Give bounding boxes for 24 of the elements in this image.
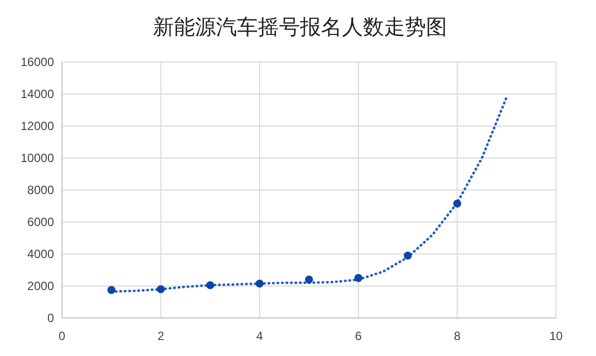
- point: [256, 280, 264, 288]
- point: [305, 276, 313, 284]
- y-tick-label: 12000: [20, 119, 54, 133]
- x-tick-label: 4: [256, 329, 264, 343]
- point: [453, 200, 462, 208]
- x-tick-label: 10: [549, 329, 563, 343]
- x-tick-label: 2: [157, 329, 164, 343]
- y-tick-label: 14000: [20, 87, 54, 101]
- y-tick-label: 4000: [27, 247, 54, 261]
- x-tick-label: 8: [454, 329, 461, 343]
- y-tick-label: 10000: [20, 151, 54, 165]
- x-tick-label: 6: [355, 329, 362, 343]
- chart-title: 新能源汽车摇号报名人数走势图: [153, 15, 447, 39]
- point: [354, 274, 362, 282]
- y-tick-label: 16000: [20, 55, 54, 69]
- point: [404, 252, 412, 260]
- point: [206, 281, 214, 290]
- y-tick-label: 0: [47, 311, 54, 325]
- point: [156, 285, 165, 294]
- y-tick-label: 2000: [27, 279, 54, 293]
- x-tick-label: 0: [58, 329, 66, 343]
- y-tick-label: 8000: [27, 183, 54, 197]
- y-tick-label: 6000: [27, 215, 54, 229]
- point: [107, 286, 116, 294]
